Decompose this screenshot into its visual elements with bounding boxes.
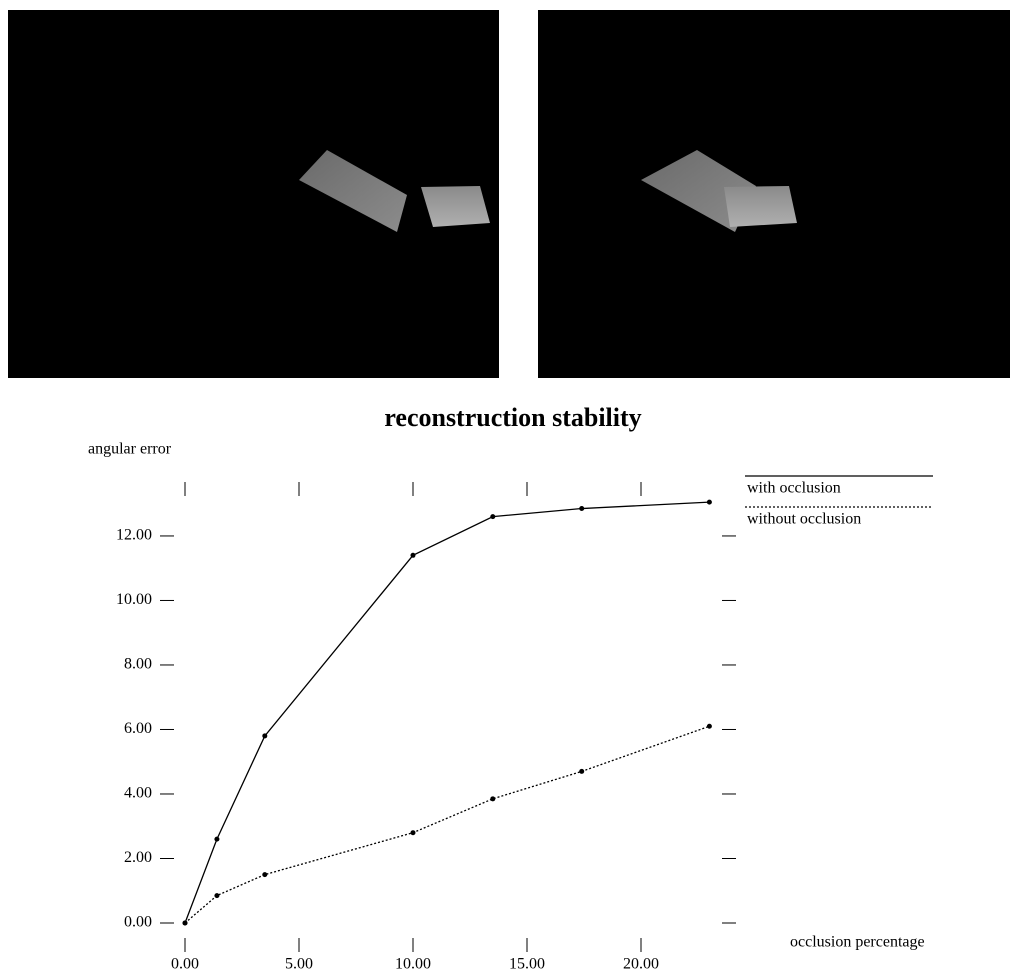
data-point <box>490 514 496 520</box>
data-point <box>214 893 220 899</box>
y-tick-label: 8.00 <box>124 656 152 673</box>
x-tick-label: 0.00 <box>171 956 199 973</box>
data-point <box>182 920 188 926</box>
legend-label: with occlusion <box>747 480 841 497</box>
legend-label: without occlusion <box>747 511 861 528</box>
x-axis-label: occlusion percentage <box>790 934 925 951</box>
render-left <box>8 10 499 378</box>
x-tick-label: 15.00 <box>509 956 545 973</box>
data-point <box>706 723 712 729</box>
render-right <box>538 10 1010 378</box>
data-point <box>579 768 585 774</box>
data-point <box>214 836 220 842</box>
data-point <box>410 830 416 836</box>
data-point <box>262 733 268 739</box>
y-tick-label: 12.00 <box>116 527 152 544</box>
x-tick-label: 5.00 <box>285 956 313 973</box>
data-point <box>490 796 496 802</box>
x-tick-label: 20.00 <box>623 956 659 973</box>
series-line <box>184 501 710 924</box>
chart-title: reconstruction stability <box>384 403 641 432</box>
y-axis-label: angular error <box>88 441 172 458</box>
data-point <box>410 552 416 558</box>
y-tick-label: 6.00 <box>124 720 152 737</box>
y-tick-label: 4.00 <box>124 785 152 802</box>
data-point <box>706 499 712 505</box>
series-line <box>184 725 710 924</box>
y-tick-label: 2.00 <box>124 849 152 866</box>
y-tick-label: 0.00 <box>124 914 152 931</box>
x-tick-label: 10.00 <box>395 956 431 973</box>
y-tick-label: 10.00 <box>116 591 152 608</box>
data-point <box>262 872 268 878</box>
data-point <box>579 506 585 512</box>
